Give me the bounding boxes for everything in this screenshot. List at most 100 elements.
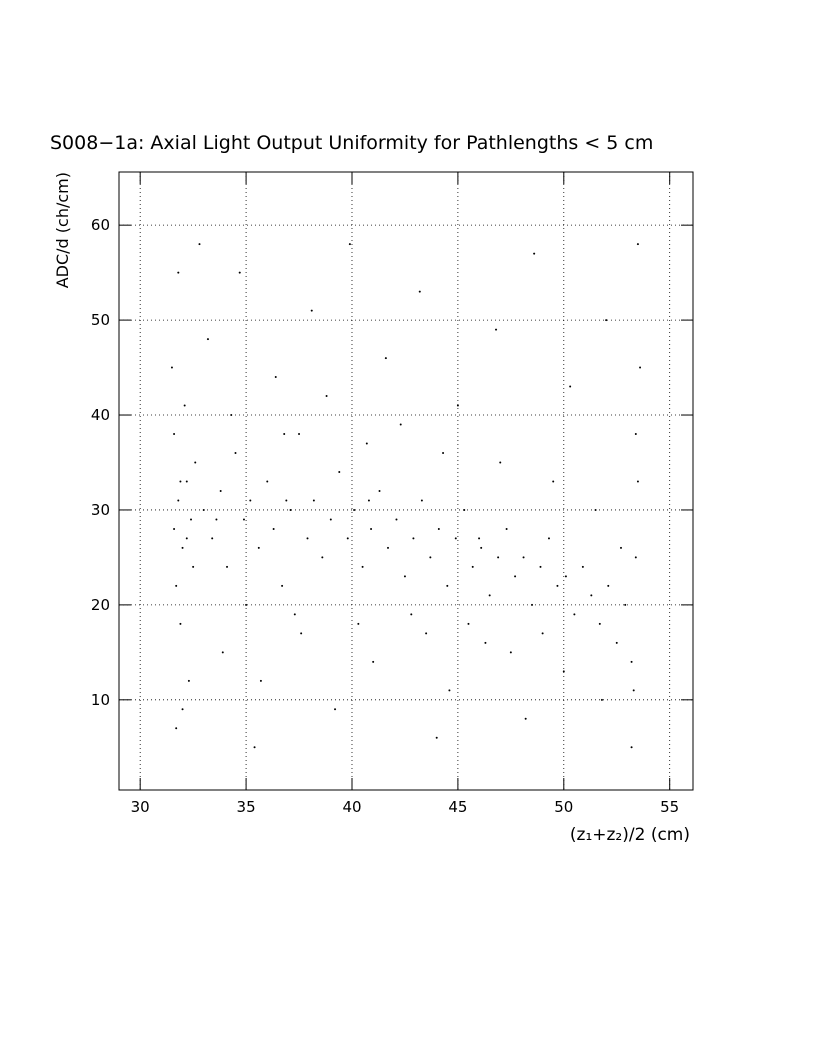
point	[488, 594, 491, 597]
point	[418, 290, 421, 293]
point	[425, 632, 428, 635]
point	[509, 651, 512, 654]
point	[348, 243, 351, 246]
point	[454, 537, 457, 540]
point	[177, 499, 180, 502]
point	[175, 727, 178, 730]
point	[636, 243, 639, 246]
point	[274, 376, 277, 379]
point	[484, 641, 487, 644]
point	[446, 584, 449, 587]
point	[357, 622, 360, 625]
point	[499, 461, 502, 464]
point	[581, 565, 584, 568]
point	[386, 546, 389, 549]
point	[334, 708, 337, 711]
point	[630, 660, 633, 663]
point	[478, 537, 481, 540]
point	[505, 527, 508, 530]
point	[480, 546, 483, 549]
point	[329, 518, 332, 521]
point	[495, 328, 498, 331]
x-axis-label: (z₁+z₂)/2 (cm)	[570, 825, 690, 845]
y-tick-label: 20	[91, 596, 110, 614]
point	[242, 518, 245, 521]
point	[573, 613, 576, 616]
point	[442, 451, 445, 454]
point	[187, 679, 190, 682]
point	[173, 433, 176, 436]
point	[170, 366, 173, 369]
point	[272, 527, 275, 530]
point	[245, 603, 248, 606]
point	[556, 584, 559, 587]
point	[524, 717, 527, 720]
point	[310, 309, 313, 312]
point	[410, 613, 413, 616]
point	[353, 508, 356, 511]
point	[463, 508, 466, 511]
point	[177, 271, 180, 274]
point	[562, 670, 565, 673]
y-tick-label: 10	[91, 691, 110, 709]
point	[249, 499, 252, 502]
point	[594, 508, 597, 511]
point	[639, 366, 642, 369]
point	[399, 423, 402, 426]
y-tick-label: 30	[91, 501, 110, 519]
point	[367, 499, 370, 502]
point	[190, 518, 193, 521]
x-tick-label: 50	[554, 798, 573, 816]
point	[185, 537, 188, 540]
point	[298, 433, 301, 436]
point	[259, 679, 262, 682]
point	[281, 584, 284, 587]
point	[257, 546, 260, 549]
point	[600, 698, 603, 701]
point	[552, 480, 555, 483]
point	[448, 689, 451, 692]
point	[456, 404, 459, 407]
point	[361, 565, 364, 568]
point	[624, 603, 627, 606]
point	[194, 461, 197, 464]
point	[285, 499, 288, 502]
point	[372, 660, 375, 663]
point	[206, 338, 209, 341]
point	[226, 565, 229, 568]
point	[541, 632, 544, 635]
point	[221, 651, 224, 654]
point	[564, 575, 567, 578]
point	[211, 537, 214, 540]
point	[619, 546, 622, 549]
point	[289, 508, 292, 511]
point	[179, 622, 182, 625]
point	[266, 480, 269, 483]
point	[395, 518, 398, 521]
point	[179, 480, 182, 483]
point	[215, 518, 218, 521]
x-tick-label: 40	[342, 798, 361, 816]
point	[522, 556, 525, 559]
point	[632, 689, 635, 692]
point	[634, 433, 637, 436]
chart-title: S008−1a: Axial Light Output Uniformity f…	[50, 132, 653, 154]
point	[173, 527, 176, 530]
point	[636, 480, 639, 483]
y-axis-label: ADC/d (ch/cm)	[53, 172, 72, 288]
point	[378, 489, 381, 492]
point	[325, 395, 328, 398]
point	[238, 271, 241, 274]
y-tick-label: 50	[91, 311, 110, 329]
point	[630, 746, 633, 749]
point	[471, 565, 474, 568]
x-tick-label: 55	[660, 798, 679, 816]
point	[175, 584, 178, 587]
point	[403, 575, 406, 578]
point	[230, 414, 233, 417]
point	[437, 527, 440, 530]
point	[547, 537, 550, 540]
point	[185, 480, 188, 483]
point	[533, 252, 536, 255]
point	[300, 632, 303, 635]
